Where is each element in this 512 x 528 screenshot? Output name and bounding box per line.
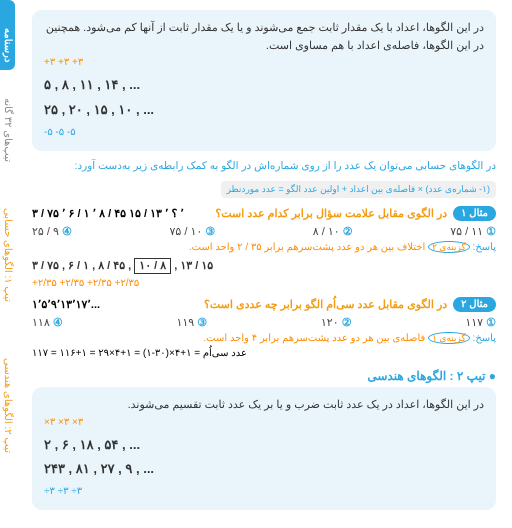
seq1-arrows: +۳ +۳ +۳ (44, 55, 484, 71)
type2-seq2-arrows: ÷۳ ÷۳ ÷۳ (44, 484, 484, 500)
intro-seq1: ۵ , ۸ , ۱۱ , ۱۴ , ... (44, 75, 484, 96)
example1-answer: پاسخ: گزینه‌ی ۲ اختلاف بین هر دو عدد پشت… (32, 242, 496, 253)
type2-seq2: ۲۴۳ , ۸۱ , ۲۷ , ۹ , ... (44, 459, 484, 480)
example2-calc: عدد سی‌اُم = ۱+۴×(۳۰-۱) = ۱+۴×۲۹ = ۱+۱۱۶… (32, 348, 496, 359)
main-content: در این الگوها، اعداد با یک مقدار ثابت جم… (0, 0, 512, 528)
example2-badge: مثال ۲ (453, 297, 496, 312)
sidebar-note-1: تیپ‌های ۳۲ گانه (0, 90, 15, 170)
seq2-arrows: -۵ -۵ -۵ (44, 125, 484, 141)
example1-work: ۳ / ۷۵ , ۶ / ۱ , ۸ / ۴۵ , ۱۰ / ۸ , ۱۳ / … (32, 259, 496, 272)
example2-question: در الگوی مقابل عدد سی‌اُم الگو برابر چه … (204, 298, 447, 311)
example1-options: ① ۱۱ / ۷۵ ② ۱۰ / ۸ ③ ۱۰ / ۷۵ ④ ۹ / ۲۵ (32, 225, 496, 238)
type2-seq1-arrows: ×۳ ×۳ ×۳ (44, 415, 484, 431)
type2-text: در این الگوها، اعداد در یک عدد ثابت ضرب … (44, 397, 484, 415)
intro-seq2: ۲۵ , ۲۰ , ۱۵ , ۱۰ , ... (44, 100, 484, 121)
example2-seq: ۱٬۵٬۹٬۱۳٬۱۷٬... (32, 298, 100, 311)
sidebar-main-tab: درسنامه (0, 0, 15, 70)
sidebar-note-3: تیپ ۲: الگوهای هندسی (0, 350, 15, 461)
example1-header: مثال ۱ در الگوی مقابل علامت سؤال برابر ک… (32, 206, 496, 221)
example2-header: مثال ۲ در الگوی مقابل عدد سی‌اُم الگو بر… (32, 297, 496, 312)
type2-seq1: ۲ , ۶ , ۱۸ , ۵۴ , ... (44, 435, 484, 456)
example1-seq: ۳ / ۷۵ ٬ ۶ / ۱ ٬ ۸ / ۴۵ ٬ ؟ ٬ ۱۳ / ۱۵ (32, 207, 184, 220)
formula-line2: (۱- شماره‌ی عدد) × فاصله‌ی بین اعداد + ا… (32, 181, 496, 199)
intro-box: در این الگوها، اعداد با یک مقدار ثابت جم… (32, 10, 496, 151)
intro-text: در این الگوها، اعداد با یک مقدار ثابت جم… (44, 20, 484, 55)
sidebar-note-2: تیپ ۱: الگوهای حسابی (0, 200, 15, 310)
type2-title: ● تیپ ۲ : الگوهای هندسی (32, 369, 496, 383)
example1-badge: مثال ۱ (453, 206, 496, 221)
example2-answer: پاسخ: گزینه‌ی ۱ فاصله‌ی بین هر دو عدد پش… (32, 333, 496, 344)
example1-question: در الگوی مقابل علامت سؤال برابر کدام عدد… (215, 207, 447, 220)
formula-line1: در الگوهای حسابی می‌توان یک عدد را از رو… (32, 159, 496, 175)
example1-work-arrows: +۲/۳۵ +۲/۳۵ +۲/۳۵ +۲/۳۵ (32, 278, 496, 289)
type2-box: در این الگوها، اعداد در یک عدد ثابت ضرب … (32, 387, 496, 510)
example2-options: ① ۱۱۷ ② ۱۲۰ ③ ۱۱۹ ④ ۱۱۸ (32, 316, 496, 329)
